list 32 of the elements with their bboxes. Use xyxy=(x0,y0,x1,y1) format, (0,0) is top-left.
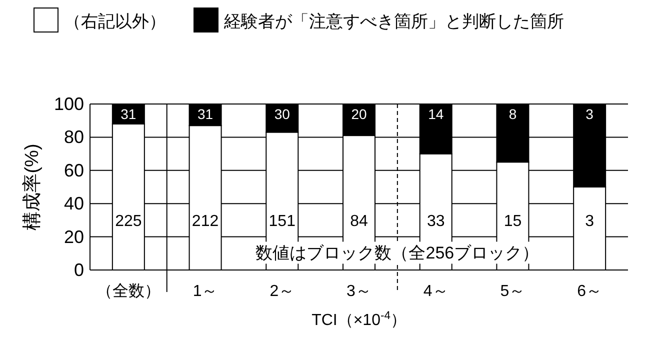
x-tick-label: 4～ xyxy=(423,283,448,300)
annotation: 31 xyxy=(120,106,136,122)
annotation: 225 xyxy=(115,213,142,230)
annotation: 数値はブロック数（全256ブロック） xyxy=(256,244,540,263)
annotation: 30 xyxy=(274,106,290,122)
annotation: 3 xyxy=(585,213,594,230)
annotation: 20 xyxy=(351,106,367,122)
annotation: 212 xyxy=(192,213,219,230)
legend-label: （右記以外） xyxy=(64,12,166,31)
annotation: 8 xyxy=(508,106,517,122)
annotation: 14 xyxy=(428,106,444,122)
y-tick-label: 0 xyxy=(74,260,84,280)
legend-label: 経験者が「注意すべき箇所」と判断した箇所 xyxy=(223,12,564,31)
x-axis-title: TCI（×10$^{-4}$） xyxy=(312,310,406,329)
x-tick-label: 5～ xyxy=(500,283,526,300)
y-tick-label: 40 xyxy=(64,194,84,214)
y-tick-label: 60 xyxy=(64,160,84,180)
annotation: 151 xyxy=(268,213,296,230)
y-tick-label: 20 xyxy=(64,226,84,247)
annotation: 15 xyxy=(504,213,522,230)
x-tick-label: （全数） xyxy=(96,283,160,300)
y-axis-title: 構成率(%) xyxy=(21,144,43,230)
y-tick-label: 80 xyxy=(64,127,84,148)
y-tick-label: 100 xyxy=(54,94,84,114)
annotation: 33 xyxy=(426,213,445,230)
annotation: 31 xyxy=(197,106,214,122)
x-tick-label: 1～ xyxy=(192,283,218,300)
x-tick-label: 6～ xyxy=(577,283,602,300)
annotation: 84 xyxy=(350,213,368,230)
annotation: 3 xyxy=(586,106,594,122)
x-tick-label: 2～ xyxy=(270,283,295,300)
x-tick-label: 3～ xyxy=(346,283,372,300)
